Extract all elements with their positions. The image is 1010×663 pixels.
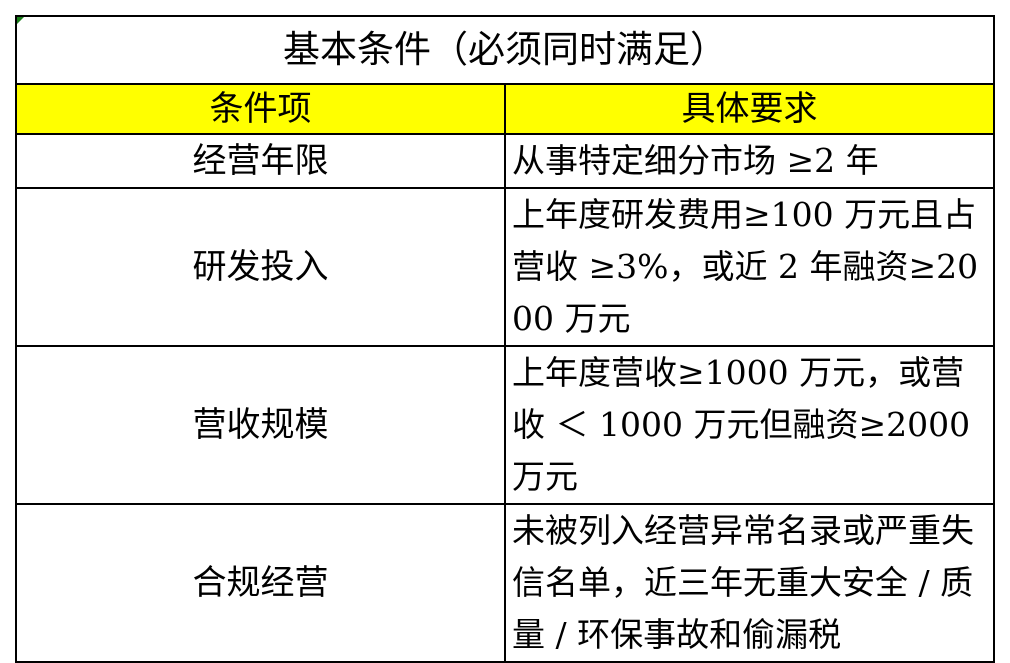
header-row: 条件项 具体要求 — [15, 83, 995, 135]
table-row: 研发投入 上年度研发费用≥100 万元且占营收 ≥3%，或近 2 年融资≥200… — [15, 187, 995, 347]
row-requirement[interactable]: 从事特定细分市场 ≥2 年 — [504, 133, 995, 189]
table-title: 基本条件（必须同时满足） — [283, 28, 727, 71]
header-condition-item[interactable]: 条件项 — [15, 83, 506, 135]
row-item[interactable]: 营收规模 — [15, 345, 506, 505]
table-row: 营收规模 上年度营收≥1000 万元，或营收 ＜ 1000 万元但融资≥2000… — [15, 345, 995, 505]
header-requirement[interactable]: 具体要求 — [504, 83, 995, 135]
table-title-cell[interactable]: 基本条件（必须同时满足） — [15, 15, 995, 85]
table-row: 合规经营 未被列入经营异常名录或严重失信名单，近三年无重大安全 / 质量 / 环… — [15, 503, 995, 663]
row-item[interactable]: 经营年限 — [15, 133, 506, 189]
conditions-table: 基本条件（必须同时满足） 条件项 具体要求 经营年限 从事特定细分市场 ≥2 年… — [15, 15, 995, 663]
table-row: 经营年限 从事特定细分市场 ≥2 年 — [15, 133, 995, 189]
row-item[interactable]: 研发投入 — [15, 187, 506, 347]
row-requirement[interactable]: 上年度研发费用≥100 万元且占营收 ≥3%，或近 2 年融资≥2000 万元 — [504, 187, 995, 347]
cell-comment-marker-icon — [17, 17, 24, 24]
row-requirement[interactable]: 上年度营收≥1000 万元，或营收 ＜ 1000 万元但融资≥2000 万元 — [504, 345, 995, 505]
row-item[interactable]: 合规经营 — [15, 503, 506, 663]
row-requirement[interactable]: 未被列入经营异常名录或严重失信名单，近三年无重大安全 / 质量 / 环保事故和偷… — [504, 503, 995, 663]
